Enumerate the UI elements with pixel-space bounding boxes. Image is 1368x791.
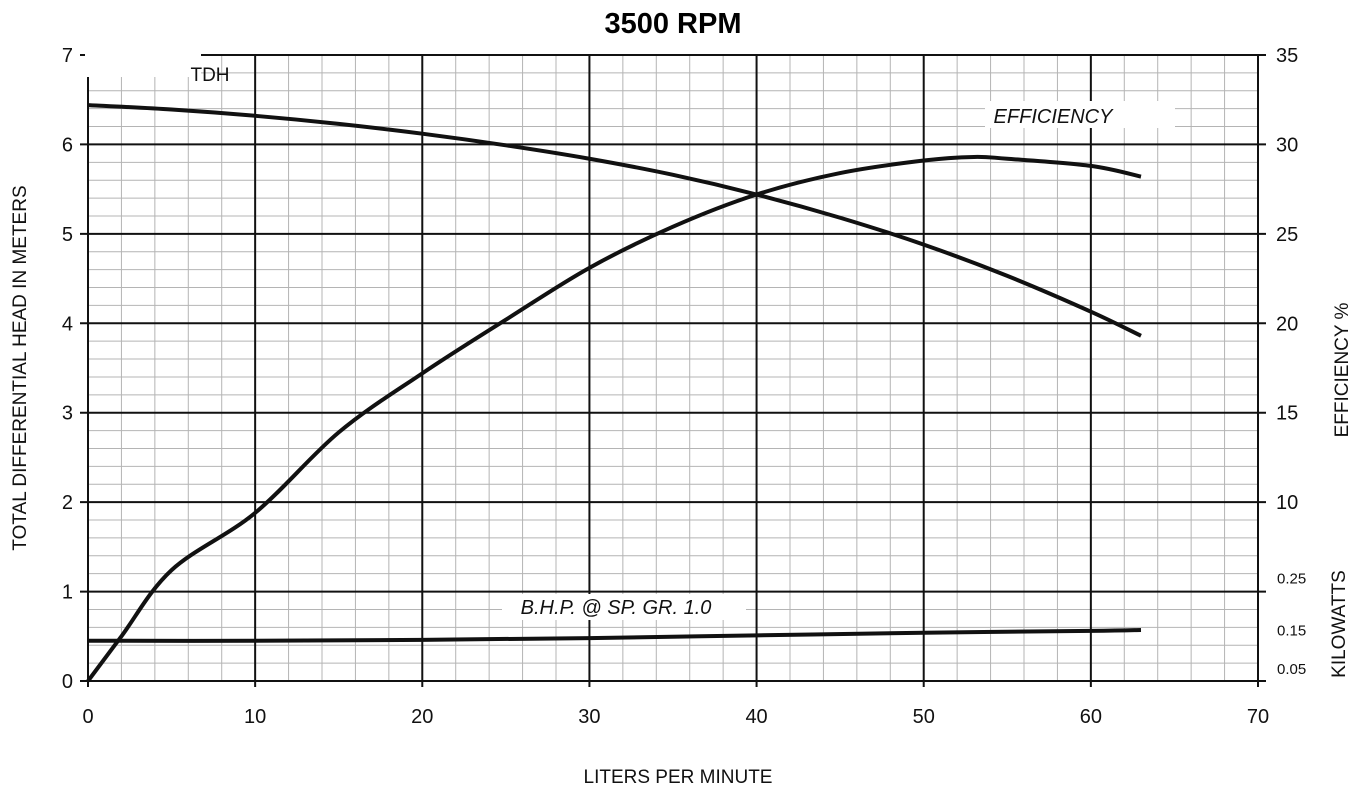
y-axis-label: TOTAL DIFFERENTIAL HEAD IN METERS: [10, 185, 31, 550]
y-tick-label: 2: [62, 492, 73, 514]
y2-tick-label: 35: [1276, 45, 1298, 67]
x-tick-label: 30: [578, 706, 600, 728]
plot-frame: [87, 54, 1259, 682]
tdh-annotation: TDH: [190, 65, 229, 86]
efficiency-annotation: EFFICIENCY: [994, 106, 1115, 128]
y-tick-label: 4: [62, 313, 73, 335]
series-line-tdh: [87, 103, 1142, 338]
y-tick-label: 1: [62, 582, 73, 604]
y2-tick-label: 30: [1276, 134, 1298, 156]
x-tick-label: 60: [1080, 706, 1102, 728]
y-tick-label: 6: [62, 134, 73, 156]
y3-axis-label: KILOWATTS: [1329, 570, 1350, 678]
y3-tick-label: 0.05: [1277, 661, 1306, 678]
bhp-label-background: [502, 594, 746, 620]
x-tick-label: 40: [745, 706, 767, 728]
grid: [80, 54, 1266, 687]
x-tick-label: 50: [913, 706, 935, 728]
y-tick-label: 5: [62, 224, 73, 246]
series-line-b-h-p-sp-gr-1-0: [87, 628, 1142, 643]
x-tick-label: 0: [82, 706, 93, 728]
y2-tick-label: 10: [1276, 492, 1298, 514]
y2-axis-label: EFFICIENCY %: [1332, 303, 1353, 438]
y2-tick-label: 15: [1276, 403, 1298, 425]
y2-tick-label: 20: [1276, 313, 1298, 335]
x-tick-label: 70: [1247, 706, 1269, 728]
series-line-efficiency: [86, 154, 1142, 683]
y3-tick-label: 0.25: [1277, 571, 1306, 588]
y3-tick-label: 0.15: [1277, 622, 1306, 639]
y2-tick-label: 25: [1276, 224, 1298, 246]
bhp-annotation: B.H.P. @ SP. GR. 1.0: [521, 597, 712, 619]
tdh-label-background: [85, 46, 201, 77]
x-tick-label: 20: [411, 706, 433, 728]
series-lines: [86, 103, 1142, 683]
y-tick-label: 0: [62, 671, 73, 693]
y-tick-label: 7: [62, 45, 73, 67]
efficiency-label-background: [985, 101, 1175, 128]
x-tick-label: 10: [244, 706, 266, 728]
x-axis-label: LITERS PER MINUTE: [584, 767, 773, 788]
chart-title: 3500 RPM: [604, 8, 741, 40]
y-tick-label: 3: [62, 403, 73, 425]
tick-labels: 0 10 20 30 40 50 60 70 0 1 2 3 4 5 6 7 10 15 20 25 30 35 0.05 0…: [62, 45, 1306, 728]
